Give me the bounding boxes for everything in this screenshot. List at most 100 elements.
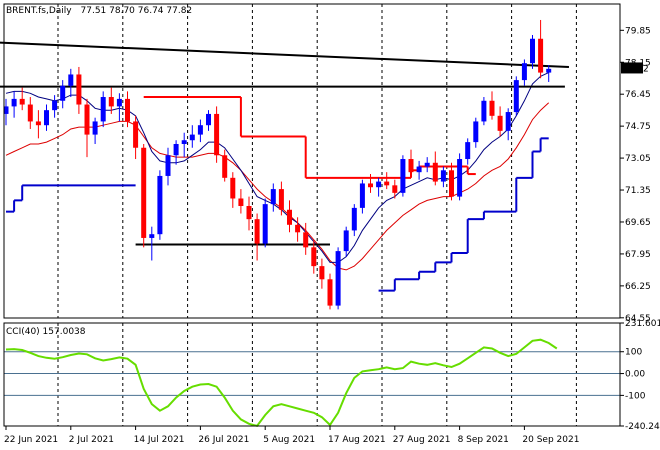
candle [327, 273, 333, 310]
candle [108, 87, 114, 114]
candle-body [416, 166, 422, 173]
candle-body [116, 98, 122, 107]
candle-body [230, 177, 236, 199]
price-y-tick-label: 73.05 [625, 154, 651, 164]
cci-line [5, 338, 558, 428]
panel-frames [3, 3, 621, 427]
candle-body [19, 98, 25, 105]
candle [206, 110, 211, 131]
candle [481, 97, 487, 126]
candle [424, 157, 430, 173]
candle [27, 97, 33, 129]
candle-body [52, 100, 58, 111]
candle [432, 151, 438, 186]
price-panel-header: BRENT.fs,Daily 77.51 78.70 76.74 77.82 [6, 6, 192, 16]
candle-body [319, 266, 325, 280]
x-tick-label: 2 Jul 2021 [69, 435, 114, 445]
candle [125, 91, 130, 128]
candle [505, 108, 511, 141]
cci-y-tick-label: -240.240 [625, 422, 660, 432]
price-panel-frame [3, 3, 621, 319]
candle-body [449, 170, 454, 197]
price-y-tick-label: 74.75 [625, 122, 651, 132]
candle [287, 200, 292, 233]
candle [181, 132, 187, 158]
x-tick-label: 27 Aug 2021 [393, 435, 451, 445]
candle [465, 138, 471, 165]
candle [11, 91, 17, 118]
candle-body [521, 63, 527, 81]
candle-body [546, 68, 552, 73]
candle-body [457, 159, 463, 197]
price-y-tick-label: 67.95 [625, 250, 651, 260]
x-tick-label: 17 Aug 2021 [328, 435, 386, 445]
candle-body [489, 100, 495, 116]
candle-body [335, 251, 341, 306]
candle [60, 80, 66, 109]
candle [157, 170, 163, 240]
candle [133, 115, 139, 160]
candle [173, 140, 179, 165]
price-y-tick-label: 76.45 [625, 90, 651, 100]
candle-body [465, 142, 471, 160]
cci-y-tick-label: 0.00 [625, 370, 645, 380]
x-tick-label: 20 Sep 2021 [522, 435, 579, 445]
candle [359, 179, 365, 214]
candle [100, 91, 106, 128]
candle-body [327, 279, 333, 306]
candle-body [270, 189, 276, 205]
candle [84, 98, 90, 158]
candle-body [287, 209, 292, 225]
candle-body [384, 181, 390, 186]
candle [489, 91, 495, 120]
candle [278, 181, 284, 216]
candle-body [513, 80, 519, 113]
candle [246, 196, 252, 231]
candle [368, 174, 373, 193]
cci-panel-frame [3, 322, 621, 427]
candle [3, 98, 9, 126]
x-tick-label: 5 Aug 2021 [263, 435, 315, 445]
candle-body [400, 159, 406, 193]
candle [303, 222, 309, 255]
candle [546, 65, 552, 82]
candle [254, 213, 260, 261]
header-ohlc: 77.51 78.70 76.74 77.82 [81, 6, 193, 16]
candle [416, 160, 422, 180]
candle-body [68, 74, 74, 86]
candle-body [11, 98, 17, 107]
candle-body [214, 113, 220, 156]
axis-ticks: 79.8578.1576.4574.7573.0571.3569.6567.95… [4, 26, 660, 445]
candle [497, 106, 503, 137]
price-y-tick-label: 66.25 [625, 282, 651, 292]
price-y-tick-label: 64.55 [625, 314, 651, 324]
candle-body [92, 121, 98, 135]
candle-body [238, 198, 244, 207]
candle-body [295, 224, 301, 233]
candle [141, 143, 147, 248]
candle [449, 162, 454, 201]
candle [19, 87, 25, 111]
candle [440, 166, 446, 188]
candle [392, 179, 398, 199]
candle-body [189, 134, 195, 141]
candle [538, 19, 544, 79]
x-tick-label: 8 Sep 2021 [458, 435, 509, 445]
cci-y-tick-label: -100 [625, 391, 646, 401]
candle [35, 110, 41, 139]
candle-body [497, 115, 503, 131]
candle [376, 177, 382, 197]
candle-body [262, 204, 268, 244]
candle-body [311, 247, 317, 267]
candle-body [165, 155, 171, 176]
candle-body [149, 234, 155, 238]
candle-body [173, 143, 179, 156]
candle [189, 125, 195, 148]
candle-body [538, 38, 544, 73]
candle-body [359, 183, 365, 208]
header-symbol: BRENT.fs,Daily [6, 6, 72, 16]
x-tick-label: 26 Jul 2021 [198, 435, 249, 445]
candle-body [432, 162, 438, 182]
